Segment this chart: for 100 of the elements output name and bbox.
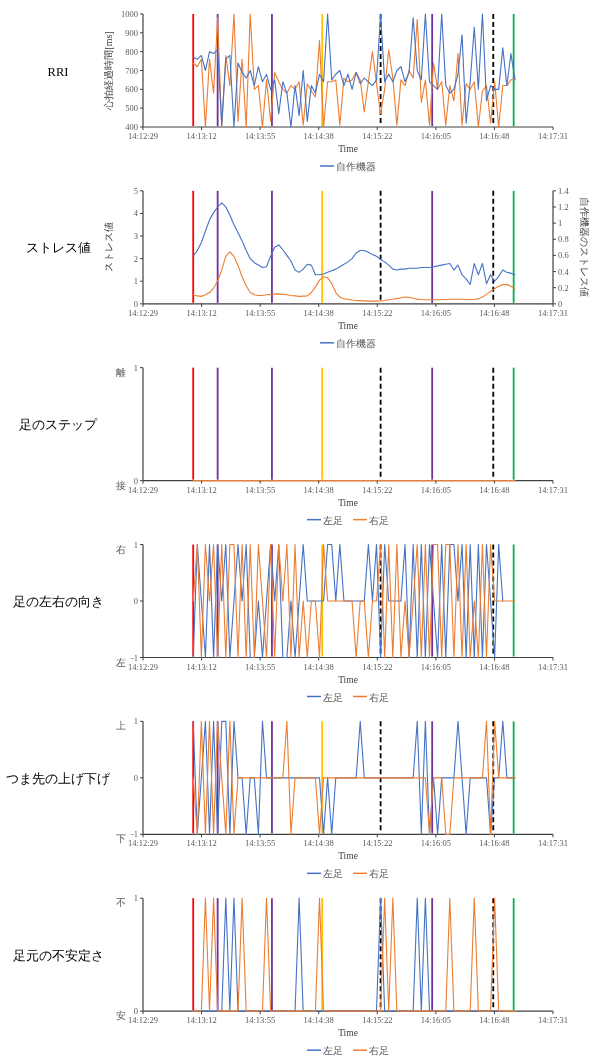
y-axis-title: ストレス値 [103,222,114,273]
x-tick-label: 14:17:31 [537,484,569,495]
text: 不 [116,897,126,909]
x-tick-label: 14:17:31 [537,1015,569,1026]
y-tick-label: 700 [125,65,138,76]
y-tick-label: 0 [133,475,138,486]
text: 上 [116,720,126,732]
legend-label: 自作機器 [336,337,376,349]
x-tick-label: 14:14:38 [303,661,334,672]
x-tick-label: 14:16:48 [479,838,510,849]
y2-tick-label: 0.6 [558,250,569,261]
y-tick-label: 1 [133,276,138,287]
x-tick-label: 14:14:38 [303,484,334,495]
legend-label: 左足 [323,868,343,880]
x-tick-label: 14:15:22 [362,484,393,495]
text: 左 [116,656,126,668]
x-tick-label: 14:13:12 [186,838,217,849]
x-tick-label: 14:13:12 [186,1015,217,1026]
x-tick-label: 14:14:38 [303,131,334,141]
x-tick-label: 14:13:12 [186,307,217,318]
y2-tick-label: 1.4 [558,185,570,196]
x-axis-title: Time [338,1028,358,1039]
x-tick-label: 14:16:05 [420,1015,451,1026]
x-tick-label: 14:13:55 [245,1015,276,1026]
x-tick-label: 14:17:31 [537,661,569,672]
y2-axis-title: 自作機器のストレス値 [579,197,590,298]
x-tick-label: 14:13:55 [245,484,276,495]
y-tick-label: 0 [133,298,138,309]
legend-label: 右足 [369,514,389,526]
x-axis-title: Time [338,851,358,862]
text: 足元の不安定さ [12,947,104,963]
x-tick-label: 14:16:48 [479,307,510,318]
x-axis-title: Time [338,144,358,154]
y2-tick-label: 1.2 [558,201,569,212]
legend-label: 左足 [323,514,343,526]
y2-tick-label: 0 [558,298,563,309]
y-tick-label: 1 [133,893,138,904]
x-tick-label: 14:16:05 [420,131,451,141]
x-tick-label: 14:12:29 [127,838,159,849]
x-tick-label: 14:17:31 [537,307,569,318]
y2-tick-label: 0.8 [558,234,569,245]
y-tick-label: 500 [125,103,138,114]
x-tick-label: 14:15:22 [362,307,393,318]
text: 接 [116,479,126,491]
y-tick-label: 900 [125,27,138,38]
x-tick-label: 14:15:22 [362,1015,393,1026]
x-axis-title: Time [338,674,358,685]
text: 下 [116,833,126,845]
x-tick-label: 14:13:55 [245,838,276,849]
x-tick-label: 14:16:05 [420,661,451,672]
y-tick-label: 400 [125,122,138,132]
x-tick-label: 14:15:22 [362,838,393,849]
y-tick-label: 5 [133,185,138,196]
x-tick-label: 14:12:29 [127,307,159,318]
x-tick-label: 14:17:31 [537,131,569,141]
y-tick-label: 0 [133,596,138,606]
y-tick-label: 0 [133,1006,138,1017]
y-tick-label: -1 [130,829,138,840]
x-tick-label: 14:16:48 [479,484,510,495]
legend-label: 右足 [369,868,389,880]
x-tick-label: 14:13:55 [245,661,276,672]
y2-tick-label: 0.4 [558,266,570,277]
x-tick-label: 14:16:48 [479,661,510,672]
y-tick-label: 3 [133,231,138,242]
x-tick-label: 14:13:55 [245,307,276,318]
y-tick-label: 1 [133,539,138,550]
x-tick-label: 14:16:05 [420,484,451,495]
text: 離 [116,366,126,378]
text: RRI [47,64,69,79]
y-tick-label: 800 [125,46,138,57]
text: 足の左右の向き [12,595,104,609]
x-tick-label: 14:16:48 [479,131,510,141]
legend-label: 右足 [369,691,389,703]
x-axis-title: Time [338,497,358,508]
x-tick-label: 14:14:38 [303,307,334,318]
y-tick-label: 1 [133,716,138,727]
y-tick-label: 600 [125,84,138,95]
text: つま先の上げ下げ [6,771,111,786]
x-axis-title: Time [338,320,358,331]
x-tick-label: 14:17:31 [537,838,569,849]
legend-label: 左足 [323,1045,343,1057]
line-series [192,13,516,128]
y-tick-label: 2 [133,253,138,264]
x-tick-label: 14:15:22 [362,661,393,672]
y2-tick-label: 0.2 [558,282,569,293]
legend-label: 自作機器 [336,161,376,172]
legend-label: 左足 [323,691,343,703]
line-series [192,251,516,302]
line-series [192,202,516,286]
x-tick-label: 14:13:55 [245,131,276,141]
x-tick-label: 14:14:38 [303,1015,334,1026]
y-tick-label: 1000 [121,9,138,19]
x-tick-label: 14:12:29 [127,131,159,141]
x-tick-label: 14:15:22 [362,131,393,141]
y-axis-title: 心拍経過時間[ms] [103,31,114,111]
legend-label: 右足 [369,1045,389,1057]
x-tick-label: 14:12:29 [127,661,159,672]
x-tick-label: 14:16:05 [420,307,451,318]
x-tick-label: 14:16:05 [420,838,451,849]
y-tick-label: 0 [133,772,138,783]
